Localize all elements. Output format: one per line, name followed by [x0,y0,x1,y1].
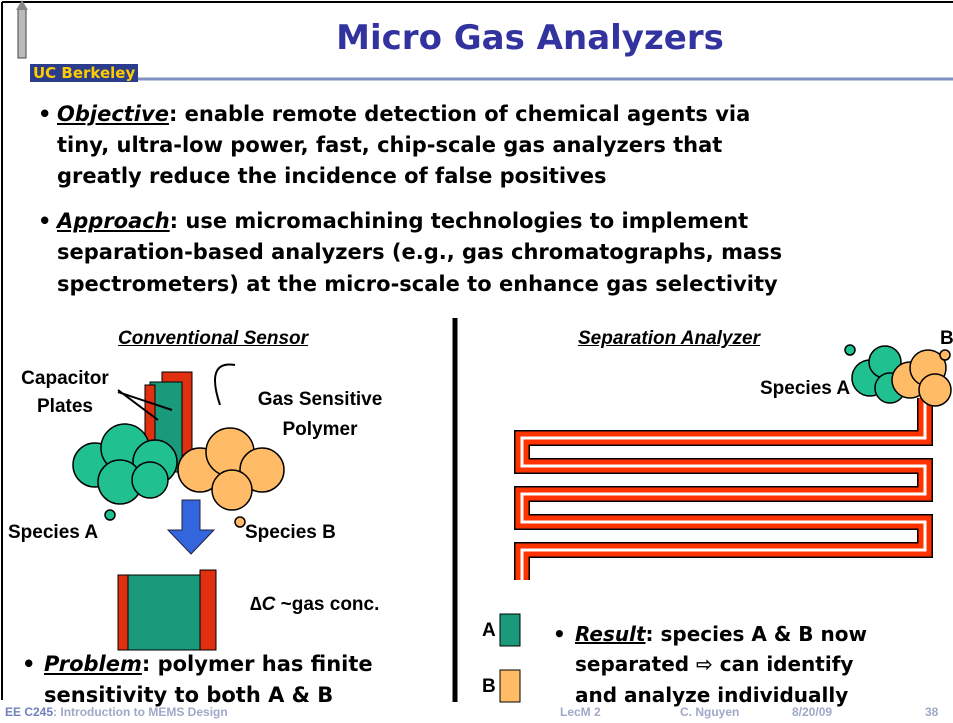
delta-text: ~gas conc. [275,594,380,615]
bullet-line: Approach: use micromachining technologie… [57,209,748,233]
label-line: Plates [37,396,93,417]
bullet-label: Problem [44,652,142,676]
species-a-right: Species A [760,378,851,399]
bullet-text: separation-based analyzers (e.g., gas ch… [57,240,783,264]
footer-page: 38 [925,705,939,719]
bullet-label: Approach [57,209,170,233]
footer-course: EE C245: Introduction to MEMS Design [5,705,228,719]
bullet-line: Result: species A & B now [575,622,867,646]
bullet-text: : use micromachining technologies to imp… [169,209,749,233]
legend-a: A [482,620,496,641]
bullet-line: Problem: polymer has finite [44,652,373,676]
bullet-line: tiny, ultra-low power, fast, chip-scale … [57,133,722,157]
bullet-text: sensitivity to both A & B [44,683,334,707]
label-line: Capacitor [21,368,109,389]
bullet-text: separated ⇨ can identify [575,652,854,676]
species-b-cut: B [940,328,953,349]
polymer-label: Gas Sensitive Polymer [225,385,415,445]
bullet-dot: • [38,102,52,126]
species-b: Species B [245,522,336,543]
bullet-text: and analyze individually [575,683,849,707]
bullet-text: tiny, ultra-low power, fast, chip-scale … [57,133,723,157]
bullet-dot: • [38,209,52,233]
label-line: Gas Sensitive [257,389,383,410]
bullet-text: spectrometers) at the micro-scale to enh… [57,272,778,296]
bullet-line: Objective: enable remote detection of ch… [57,102,750,126]
footer-author: C. Nguyen [680,705,740,719]
course-title: : Introduction to MEMS Design [53,705,228,719]
bullet-text: greatly reduce the incidence of false po… [57,164,607,188]
delta-label: ∆C ~gas conc. [250,594,379,616]
left-heading: Conventional Sensor [118,328,309,349]
legend-b: B [482,676,496,697]
logo: UC Berkeley [30,64,139,82]
bullet-label: Objective [57,102,169,126]
course: EE C245 [5,705,54,719]
bullet-line: sensitivity to both A & B [44,683,333,707]
delta: ∆ [250,594,262,615]
bullet-label: Result [575,622,646,646]
label-line: Polymer [282,419,358,440]
capacitor-label: Capacitor Plates [10,365,120,421]
bullet-line: spectrometers) at the micro-scale to enh… [57,272,778,296]
delta-var: C [261,594,276,615]
bullet-text: : species A & B now [645,622,867,646]
bullet-line: and analyze individually [575,683,848,707]
bullet-dot: • [553,622,566,646]
bullet-text: : polymer has finite [141,652,373,676]
bullet-line: greatly reduce the incidence of false po… [57,164,606,188]
title: Micro Gas Analyzers [336,18,724,58]
right-heading: Separation Analyzer [578,328,760,349]
bullet-dot: • [22,652,36,676]
footer-date: 8/20/09 [792,705,833,719]
bullet-text: : enable remote detection of chemical ag… [168,102,751,126]
bullet-line: separation-based analyzers (e.g., gas ch… [57,240,782,264]
species-a: Species A [8,522,99,543]
footer-lecture: LecM 2 [560,705,601,719]
bullet-line: separated ⇨ can identify [575,652,853,676]
